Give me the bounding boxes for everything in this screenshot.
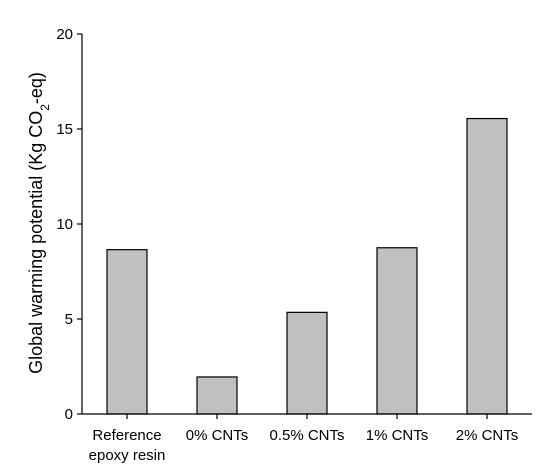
x-tick-label-4: 2% CNTs	[456, 427, 519, 444]
y-tick-label-3: 15	[56, 121, 73, 138]
y-axis-label: Global warming potential (Kg CO2-eq)	[26, 72, 52, 374]
y-tick-label-1: 5	[65, 311, 73, 328]
x-tick-label-3: 1% CNTs	[366, 427, 429, 444]
x-tick-label-4-line-0: 2% CNTs	[456, 427, 519, 444]
x-tick-label-2: 0.5% CNTs	[269, 427, 344, 444]
x-tick-label-0: Reference epoxy resin	[89, 427, 166, 464]
axes-group: 0 5 10 15 20 Reference epoxy resin 0% CNTs 0.5% …	[56, 26, 532, 464]
x-tick-label-3-line-0: 1% CNTs	[366, 427, 429, 444]
x-tick-label-1: 0% CNTs	[186, 427, 249, 444]
x-tick-label-1-line-0: 0% CNTs	[186, 427, 249, 444]
bar-4	[466, 117, 508, 415]
y-axis-label-prefix: Global warming potential (Kg CO	[26, 111, 46, 374]
bar-1	[196, 376, 238, 415]
y-axis-label-suffix: -eq)	[26, 72, 46, 104]
x-tick-label-0-line-1: epoxy resin	[89, 447, 166, 464]
bar-3	[376, 247, 418, 415]
y-tick-label-2: 10	[56, 216, 73, 233]
y-tick-label-4: 20	[56, 26, 73, 43]
x-tick-label-2-line-0: 0.5% CNTs	[269, 427, 344, 444]
bars-group	[106, 117, 508, 415]
x-tick-label-0-line-0: Reference	[92, 427, 161, 444]
y-tick-label-0: 0	[65, 406, 73, 423]
bar-0	[106, 249, 148, 415]
bar-2	[286, 311, 328, 415]
y-axis-label-subscript: 2	[38, 104, 52, 111]
